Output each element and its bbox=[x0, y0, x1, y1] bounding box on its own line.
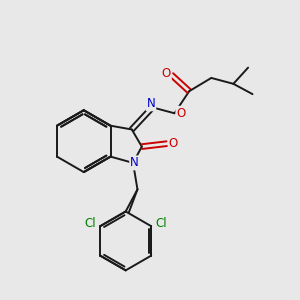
Text: O: O bbox=[176, 107, 186, 120]
Text: N: N bbox=[147, 97, 155, 110]
Text: Cl: Cl bbox=[84, 217, 96, 230]
Text: Cl: Cl bbox=[156, 217, 167, 230]
Text: N: N bbox=[130, 156, 139, 170]
Text: O: O bbox=[169, 137, 178, 150]
Text: O: O bbox=[162, 67, 171, 80]
